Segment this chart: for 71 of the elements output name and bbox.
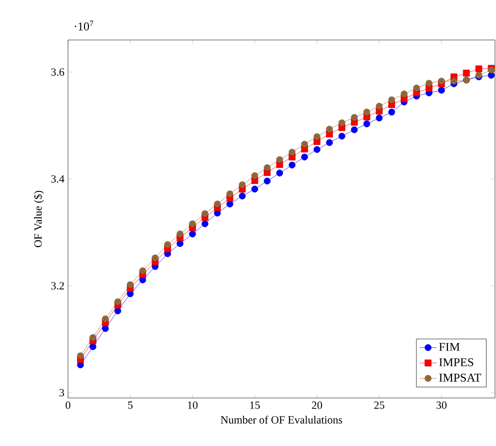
- point: [376, 114, 383, 122]
- point: [114, 308, 122, 314]
- point: [350, 114, 358, 121]
- point: [264, 178, 271, 184]
- x-tick-label: 20: [312, 402, 322, 409]
- point: [438, 86, 445, 94]
- point: [189, 220, 196, 228]
- point: [314, 133, 320, 140]
- point: [251, 186, 258, 192]
- x-tick-label: 0: [66, 402, 70, 409]
- point: [202, 210, 208, 218]
- point: [90, 343, 96, 350]
- point: [90, 334, 96, 341]
- point: [400, 90, 408, 98]
- point: [301, 140, 308, 148]
- point: [326, 126, 333, 133]
- point: [214, 200, 221, 208]
- point: [413, 84, 420, 92]
- y-axis-title: OF Value ($): [34, 190, 44, 248]
- point: [363, 108, 370, 116]
- point: [152, 254, 159, 262]
- x-tick-label: 5: [128, 402, 133, 409]
- point: [102, 316, 109, 322]
- point: [462, 70, 470, 77]
- x-tick-label: 10: [188, 402, 198, 409]
- point: [251, 172, 258, 180]
- y-tick-label: 3: [60, 388, 64, 396]
- point: [338, 132, 346, 140]
- point: [388, 108, 396, 116]
- point: [264, 164, 271, 172]
- point: [238, 181, 246, 188]
- point: [176, 230, 184, 238]
- point: [238, 192, 246, 200]
- point: [363, 120, 370, 128]
- point: [326, 139, 333, 146]
- point: [475, 65, 482, 72]
- x-axis-title: Number of OF Evalulations: [220, 416, 342, 424]
- point: [226, 200, 234, 208]
- point: [388, 96, 396, 104]
- point: [226, 190, 234, 198]
- point: [202, 220, 208, 228]
- x-tick-label: 30: [436, 402, 447, 409]
- x-tick-label: 25: [374, 402, 384, 409]
- point: [276, 170, 284, 176]
- point: [288, 162, 296, 168]
- x-tick-label: 15: [250, 402, 260, 409]
- legend-label: FIM: [439, 342, 460, 351]
- point: [350, 126, 358, 134]
- point: [376, 102, 383, 110]
- point: [189, 230, 196, 238]
- point: [338, 119, 346, 126]
- legend-label: IMPES: [439, 358, 474, 366]
- point: [450, 78, 458, 85]
- point: [288, 148, 296, 156]
- point: [164, 241, 171, 248]
- legend-label: IMPSAT: [439, 374, 482, 382]
- y-tick-label: 3.2: [51, 282, 64, 290]
- y-tick-label: 3.4: [51, 175, 64, 183]
- point: [114, 298, 122, 306]
- point: [426, 80, 432, 87]
- point: [126, 281, 134, 288]
- point: [77, 352, 84, 360]
- text: ·10$^{7}$: [74, 20, 94, 30]
- point: [176, 240, 184, 247]
- point: [301, 154, 308, 160]
- point: [102, 325, 109, 332]
- point: [139, 267, 146, 274]
- point: [438, 78, 445, 85]
- y-tick-label: 3.6: [51, 68, 64, 76]
- point: [314, 146, 320, 153]
- point: [276, 156, 284, 164]
